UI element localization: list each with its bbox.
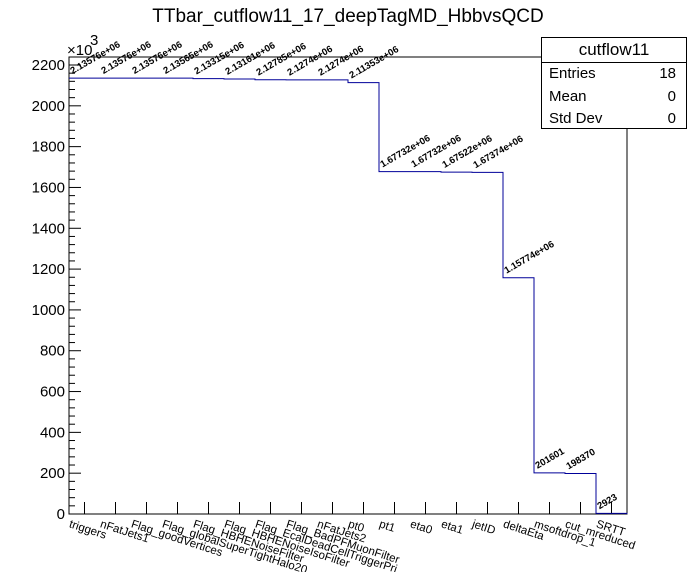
y-tick-label: 2200 [32, 57, 65, 74]
bar-value-label: 201601 [534, 446, 568, 472]
x-category-label: eta0 [409, 518, 434, 536]
histogram-line [69, 77, 628, 514]
stats-label: Mean [549, 87, 587, 105]
x-category-label: jetID [470, 518, 497, 537]
y-tick-label: 1200 [32, 261, 65, 278]
stats-value: 0 [667, 110, 676, 127]
y-tick-label: 600 [40, 384, 65, 401]
y-tick-label: 1000 [32, 302, 65, 319]
y-tick-label: 1400 [32, 220, 65, 237]
y-tick-label: 2000 [32, 98, 65, 115]
y-exponent-label: ×10 [67, 42, 92, 59]
stats-row-stddev: Std Dev 0 [542, 108, 686, 131]
stats-row-mean: Mean 0 [542, 86, 686, 109]
stats-label: Entries [549, 65, 596, 82]
y-tick-label: 1800 [32, 139, 65, 156]
stats-box-title: cutflow11 [542, 38, 686, 63]
stats-label: Std Dev [549, 110, 603, 127]
bar-value-label: 1.15774e+06 [503, 239, 557, 276]
stats-value: 18 [659, 65, 676, 82]
stats-row-entries: Entries 18 [542, 63, 686, 86]
bar-value-label: 2923 [596, 492, 620, 512]
x-category-label: eta1 [440, 518, 465, 536]
x-category-label: pt1 [378, 518, 397, 534]
y-exponent-power: 3 [90, 32, 98, 49]
y-tick-label: 0 [57, 506, 65, 523]
y-tick-label: 200 [40, 465, 65, 482]
stats-value: 0 [667, 87, 676, 105]
chart-title: TTbar_cutflow11_17_deepTagMD_HbbvsQCD [152, 6, 544, 27]
stats-box: cutflow11 Entries 18 Mean 0 Std Dev 0 [541, 37, 687, 129]
bar-value-label: 198370 [565, 447, 598, 472]
x-category-label: pt0 [347, 518, 366, 534]
y-tick-label: 1600 [32, 179, 65, 196]
y-tick-label: 800 [40, 343, 65, 360]
y-tick-label: 400 [40, 424, 65, 441]
